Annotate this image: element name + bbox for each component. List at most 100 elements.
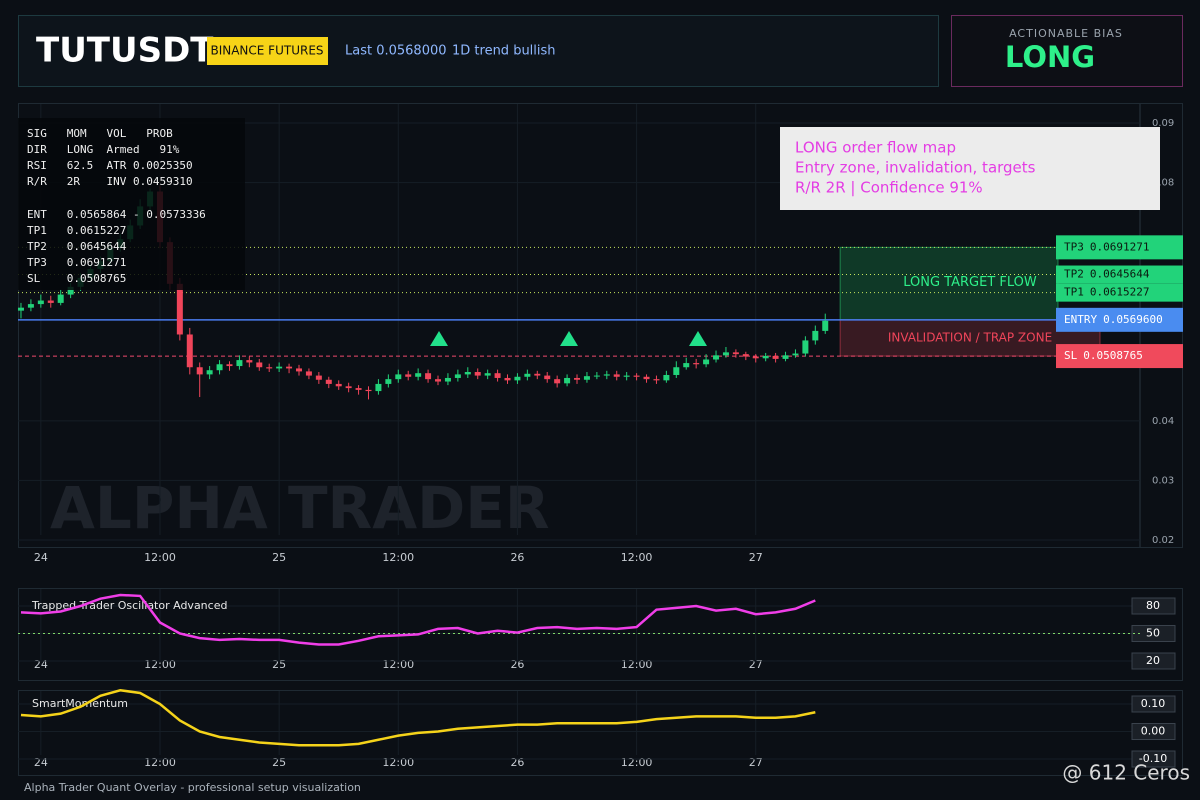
y-tick-label: 0.00 (1141, 725, 1166, 738)
stats-line: RSI 62.5 ATR 0.0025350 (27, 159, 193, 172)
x-tick-label: 12:00 (382, 756, 414, 769)
candle-body (564, 377, 571, 384)
y-tick-label: 20 (1146, 654, 1160, 667)
zone-label: INVALIDATION / TRAP ZONE (888, 330, 1052, 344)
x-tick-label: 26 (510, 658, 524, 671)
y-tick-box (1131, 625, 1176, 642)
candle-body (464, 372, 471, 375)
candle-body (216, 364, 223, 371)
candle-body (504, 377, 511, 381)
candle-body (633, 375, 640, 377)
x-tick-label: 24 (34, 756, 48, 769)
y-tick-label: 0.03 (1152, 475, 1174, 486)
candle-body (474, 372, 481, 376)
candle-body (802, 340, 809, 354)
level-label-box (1056, 307, 1183, 332)
candle-body (395, 374, 402, 380)
level-label: TP1 0.0615227 (1064, 286, 1149, 299)
level-name: SL (1064, 349, 1078, 362)
last-price: Last 0.0568000 (345, 44, 447, 59)
candle-body (742, 354, 749, 357)
exchange-badge (207, 37, 328, 65)
x-tick-label: 25 (272, 551, 286, 564)
trend: 1D trend bullish (452, 44, 556, 59)
candle-body (315, 375, 322, 380)
y-tick-box (1131, 750, 1176, 768)
candle-body (196, 367, 203, 375)
candle-body (375, 383, 382, 392)
candle-body (405, 374, 412, 377)
candle-body (514, 376, 521, 381)
candle-body (593, 375, 600, 377)
candle-body (752, 356, 759, 359)
x-tick-label: 12:00 (621, 658, 653, 671)
footer: Alpha Trader Quant Overlay - professiona… (24, 781, 361, 794)
candle-body (47, 300, 54, 303)
level-name: TP2 (1064, 268, 1084, 281)
candle-body (683, 363, 690, 368)
x-tick-label: 12:00 (621, 551, 653, 564)
candle-body (494, 373, 501, 378)
x-tick-label: 24 (34, 551, 48, 564)
level-label: TP2 0.0645644 (1064, 268, 1150, 281)
stats-line: SIG MOM VOL PROB (27, 127, 173, 140)
level-label: ENTRY 0.0569600 (1064, 313, 1163, 326)
candle-body (246, 360, 253, 363)
level-value: 0.0508765 (1083, 349, 1143, 362)
x-tick-label: 12:00 (382, 658, 414, 671)
x-tick-label: 25 (272, 756, 286, 769)
level-value: 0.0615227 (1090, 286, 1150, 299)
candle-body (355, 388, 362, 390)
candle-body (385, 379, 392, 384)
candle-body (603, 374, 610, 376)
credit: @ 612 Ceros (1062, 761, 1190, 785)
x-tick-label: 12:00 (144, 756, 176, 769)
candle-body (484, 373, 491, 376)
symbol: TUTUSDT (36, 31, 214, 71)
pane-title: Trapped Trader Oscillator Advanced (31, 599, 227, 612)
candle-body (67, 286, 74, 295)
y-tick-label: 50 (1146, 627, 1160, 640)
candle-body (713, 355, 720, 360)
candle-body (722, 352, 729, 356)
candle-body (454, 374, 461, 378)
annotation-text: LONG order flow map Entry zone, invalidat… (795, 139, 1036, 197)
stats-line: TP1 0.0615227 (27, 224, 126, 237)
level-label: TP3 0.0691271 (1064, 240, 1149, 253)
x-tick-label: 26 (510, 756, 524, 769)
candle-body (266, 367, 273, 369)
stats-line: TP3 0.0691271 (27, 256, 126, 269)
x-tick-label: 26 (510, 551, 524, 564)
bias-value: LONG (1005, 40, 1095, 74)
zones: LONG TARGET FLOW INVALIDATION / TRAP ZONE… (18, 235, 1183, 369)
x-tick-label: 12:00 (144, 551, 176, 564)
watermark: ALPHA TRADER (50, 474, 550, 542)
x-tick-label: 12:00 (144, 658, 176, 671)
candle-body (623, 375, 630, 377)
x-tick-label: 24 (34, 658, 48, 671)
indicator-line (20, 593, 816, 646)
candle-body (782, 355, 789, 359)
candle-body (226, 364, 233, 367)
candle-body (574, 377, 581, 380)
candle-body (57, 294, 64, 303)
y-tick-label: -0.10 (1139, 752, 1167, 765)
candle-body (772, 355, 779, 359)
stats-panel (18, 118, 245, 290)
candle-body (305, 371, 312, 376)
candle-body (286, 366, 293, 369)
stats-line: DIR LONG Armed 91% (27, 143, 180, 156)
candle-body (206, 370, 213, 375)
candle-body (673, 367, 680, 375)
candle-body (653, 379, 660, 381)
exchange: BINANCE FUTURES (210, 44, 323, 58)
y-tick-label: 0.09 (1152, 118, 1174, 129)
candle-body (444, 377, 451, 382)
candle-body (554, 379, 561, 384)
bias-box (951, 15, 1183, 87)
candle-body (325, 379, 332, 384)
annotation-line: R/R 2R | Confidence 91% (795, 179, 983, 197)
y-tick-label: 80 (1146, 599, 1160, 612)
x-tick-label: 27 (749, 658, 763, 671)
